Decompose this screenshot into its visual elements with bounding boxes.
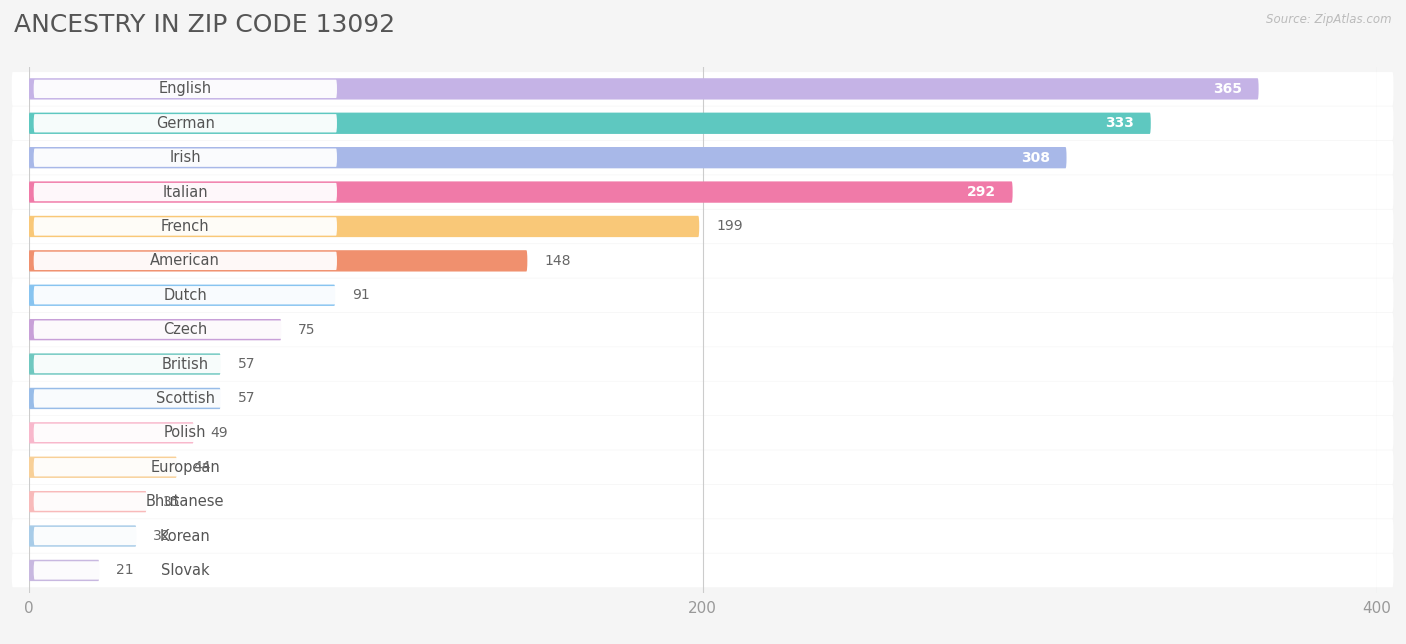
Text: 91: 91 xyxy=(352,289,370,302)
FancyBboxPatch shape xyxy=(11,313,1393,346)
FancyBboxPatch shape xyxy=(11,72,1393,106)
FancyBboxPatch shape xyxy=(28,319,281,340)
Text: German: German xyxy=(156,116,215,131)
FancyBboxPatch shape xyxy=(34,149,337,167)
FancyBboxPatch shape xyxy=(11,278,1393,312)
FancyBboxPatch shape xyxy=(34,458,337,477)
FancyBboxPatch shape xyxy=(11,416,1393,450)
FancyBboxPatch shape xyxy=(28,491,146,512)
FancyBboxPatch shape xyxy=(28,388,221,409)
FancyBboxPatch shape xyxy=(11,175,1393,209)
FancyBboxPatch shape xyxy=(34,493,337,511)
Text: Slovak: Slovak xyxy=(162,563,209,578)
Text: 75: 75 xyxy=(298,323,316,337)
Text: 21: 21 xyxy=(117,564,134,578)
FancyBboxPatch shape xyxy=(34,424,337,442)
Text: 365: 365 xyxy=(1213,82,1241,96)
FancyBboxPatch shape xyxy=(28,78,1258,100)
FancyBboxPatch shape xyxy=(11,450,1393,484)
Text: Dutch: Dutch xyxy=(163,288,207,303)
FancyBboxPatch shape xyxy=(28,285,335,306)
FancyBboxPatch shape xyxy=(28,251,527,272)
FancyBboxPatch shape xyxy=(11,554,1393,587)
Text: Polish: Polish xyxy=(165,425,207,440)
FancyBboxPatch shape xyxy=(34,389,337,408)
FancyBboxPatch shape xyxy=(28,560,100,581)
Text: 44: 44 xyxy=(194,460,211,474)
FancyBboxPatch shape xyxy=(11,382,1393,415)
FancyBboxPatch shape xyxy=(11,141,1393,175)
FancyBboxPatch shape xyxy=(11,347,1393,381)
FancyBboxPatch shape xyxy=(28,147,1067,168)
Text: American: American xyxy=(150,253,221,269)
Text: 148: 148 xyxy=(544,254,571,268)
FancyBboxPatch shape xyxy=(34,114,337,133)
Text: Czech: Czech xyxy=(163,322,208,337)
Text: Source: ZipAtlas.com: Source: ZipAtlas.com xyxy=(1267,13,1392,26)
FancyBboxPatch shape xyxy=(28,113,1150,134)
FancyBboxPatch shape xyxy=(11,209,1393,243)
Text: 57: 57 xyxy=(238,392,254,406)
FancyBboxPatch shape xyxy=(28,422,194,444)
FancyBboxPatch shape xyxy=(11,106,1393,140)
FancyBboxPatch shape xyxy=(28,354,221,375)
FancyBboxPatch shape xyxy=(28,457,177,478)
FancyBboxPatch shape xyxy=(34,562,337,580)
Text: 35: 35 xyxy=(163,495,181,509)
FancyBboxPatch shape xyxy=(34,286,337,305)
FancyBboxPatch shape xyxy=(11,485,1393,518)
FancyBboxPatch shape xyxy=(11,244,1393,278)
Text: French: French xyxy=(162,219,209,234)
Text: Scottish: Scottish xyxy=(156,391,215,406)
Text: 199: 199 xyxy=(716,220,742,234)
Text: 49: 49 xyxy=(211,426,228,440)
FancyBboxPatch shape xyxy=(28,182,1012,203)
FancyBboxPatch shape xyxy=(28,216,699,237)
Text: Irish: Irish xyxy=(170,150,201,165)
FancyBboxPatch shape xyxy=(34,321,337,339)
Text: Bhutanese: Bhutanese xyxy=(146,494,225,509)
Text: ANCESTRY IN ZIP CODE 13092: ANCESTRY IN ZIP CODE 13092 xyxy=(14,13,395,37)
FancyBboxPatch shape xyxy=(34,355,337,374)
Text: Italian: Italian xyxy=(163,185,208,200)
Text: 308: 308 xyxy=(1021,151,1050,165)
FancyBboxPatch shape xyxy=(34,252,337,270)
Text: British: British xyxy=(162,357,209,372)
Text: 333: 333 xyxy=(1105,117,1133,130)
FancyBboxPatch shape xyxy=(34,80,337,98)
FancyBboxPatch shape xyxy=(34,183,337,201)
Text: 32: 32 xyxy=(153,529,170,543)
FancyBboxPatch shape xyxy=(34,217,337,236)
Text: 292: 292 xyxy=(967,185,995,199)
Text: 57: 57 xyxy=(238,357,254,371)
Text: European: European xyxy=(150,460,221,475)
FancyBboxPatch shape xyxy=(34,527,337,545)
FancyBboxPatch shape xyxy=(28,526,136,547)
Text: English: English xyxy=(159,81,212,97)
Text: Korean: Korean xyxy=(160,529,211,544)
FancyBboxPatch shape xyxy=(11,519,1393,553)
